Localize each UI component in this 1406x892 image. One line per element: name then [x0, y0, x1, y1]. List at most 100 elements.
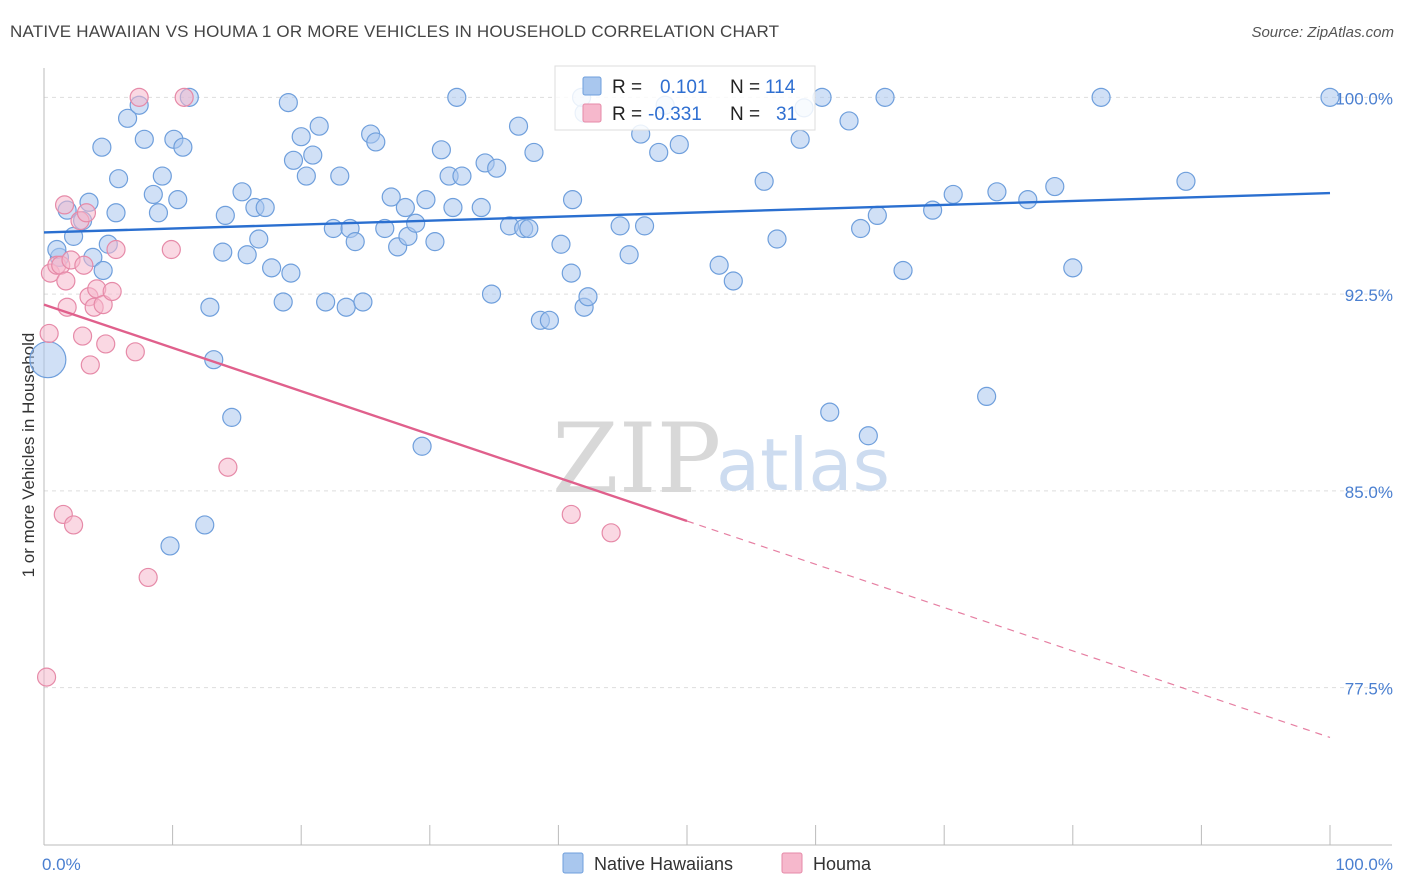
data-point-native-hawaiians-61	[447, 87, 467, 107]
series-legend-label-houma: Houma	[813, 854, 872, 874]
y-tick-label-1: 92.5%	[1345, 286, 1393, 305]
stats-legend: R = 0.101 N = 114 R = -0.331 N = 31	[554, 65, 816, 131]
data-point-houma-1	[39, 323, 59, 344]
data-point-native-hawaiians-80	[610, 216, 630, 236]
data-point-native-hawaiians-0	[29, 341, 67, 379]
data-point-native-hawaiians-92	[851, 218, 871, 239]
data-point-native-hawaiians-19	[168, 190, 188, 210]
data-point-native-hawaiians-45	[345, 232, 365, 252]
data-point-native-hawaiians-10	[106, 203, 126, 223]
data-point-native-hawaiians-102	[1063, 258, 1083, 278]
data-point-houma-0	[36, 667, 57, 687]
data-point-native-hawaiians-94	[867, 205, 887, 225]
data-point-houma-25	[138, 567, 158, 588]
y-tick-label-3: 77.5%	[1345, 680, 1393, 699]
legend-n-value-1: 31	[776, 104, 797, 125]
data-point-native-hawaiians-87	[723, 271, 743, 291]
y-tick-label-2: 85.0%	[1345, 483, 1393, 502]
data-point-native-hawaiians-91	[839, 111, 859, 131]
source-credit: Source: ZipAtlas.com	[1251, 24, 1394, 41]
data-point-native-hawaiians-101	[1045, 176, 1065, 197]
data-point-houma-7	[56, 271, 76, 291]
data-point-native-hawaiians-31	[255, 197, 275, 218]
data-point-native-hawaiians-15	[143, 184, 163, 205]
data-point-native-hawaiians-99	[987, 182, 1007, 202]
data-point-native-hawaiians-113	[875, 87, 895, 107]
series-native-hawaiians	[29, 87, 1340, 556]
data-point-native-hawaiians-58	[431, 140, 451, 160]
y-tick-label-0: 100.0%	[1335, 89, 1393, 108]
data-point-native-hawaiians-38	[303, 145, 323, 165]
data-point-native-hawaiians-43	[336, 297, 356, 317]
y-tick-labels: 100.0% 92.5% 85.0% 77.5%	[1335, 89, 1393, 698]
data-point-native-hawaiians-22	[200, 297, 220, 317]
data-point-native-hawaiians-111	[754, 171, 774, 191]
data-point-native-hawaiians-54	[406, 213, 426, 233]
data-point-native-hawaiians-84	[649, 142, 669, 163]
data-point-native-hawaiians-100	[1018, 190, 1038, 210]
data-point-houma-14	[76, 203, 97, 223]
data-point-native-hawaiians-27	[232, 182, 252, 202]
data-point-native-hawaiians-39	[309, 116, 329, 136]
data-point-native-hawaiians-48	[366, 132, 386, 152]
data-point-native-hawaiians-35	[283, 150, 304, 170]
data-point-houma-27	[174, 87, 194, 107]
data-point-houma-26	[161, 239, 181, 260]
data-point-native-hawaiians-71	[524, 142, 544, 163]
data-point-houma-16	[80, 355, 100, 375]
series-houma	[36, 87, 621, 687]
data-point-native-hawaiians-98	[977, 386, 997, 407]
data-point-houma-13	[74, 255, 94, 275]
data-point-houma-30	[601, 523, 621, 543]
x-tick-label-0: 0.0%	[42, 855, 81, 874]
data-point-native-hawaiians-17	[152, 166, 172, 186]
data-point-native-hawaiians-8	[93, 260, 113, 281]
x-tick-labels: 0.0% 100.0%	[42, 855, 1393, 874]
data-point-native-hawaiians-24	[213, 242, 233, 262]
data-point-native-hawaiians-65	[481, 284, 502, 304]
data-point-houma-19	[93, 294, 113, 315]
data-point-native-hawaiians-62	[452, 166, 472, 186]
data-point-native-hawaiians-25	[215, 205, 235, 225]
data-point-native-hawaiians-16	[148, 203, 169, 223]
data-point-native-hawaiians-40	[316, 292, 336, 312]
data-point-native-hawaiians-36	[291, 127, 311, 147]
data-point-houma-24	[129, 87, 149, 107]
data-point-native-hawaiians-33	[273, 292, 293, 312]
data-point-native-hawaiians-49	[375, 218, 395, 239]
data-point-native-hawaiians-96	[923, 200, 943, 220]
data-point-native-hawaiians-42	[330, 166, 350, 186]
x-tick-label-1: 100.0%	[1335, 855, 1393, 874]
data-point-houma-10	[63, 515, 84, 535]
legend-n-value-0: 114	[765, 77, 796, 98]
data-point-native-hawaiians-85	[669, 134, 689, 155]
legend-r-label-0: R =	[612, 77, 642, 98]
legend-r-value-1: -0.331	[648, 104, 702, 125]
data-point-native-hawaiians-97	[943, 184, 963, 205]
data-point-native-hawaiians-28	[237, 245, 257, 265]
data-point-native-hawaiians-26	[222, 407, 242, 427]
data-point-native-hawaiians-57	[425, 232, 445, 252]
data-point-native-hawaiians-52	[395, 197, 415, 218]
data-point-native-hawaiians-50	[381, 187, 401, 207]
data-point-native-hawaiians-89	[790, 129, 810, 149]
legend-n-label-1: N =	[730, 104, 760, 125]
data-point-houma-12	[72, 326, 93, 346]
data-point-native-hawaiians-108	[195, 515, 215, 535]
axes	[43, 68, 1392, 846]
trend-line-native-hawaiians	[43, 191, 1331, 234]
legend-swatch-houma	[582, 103, 602, 123]
legend-r-label-1: R =	[612, 104, 642, 125]
data-point-native-hawaiians-34	[281, 263, 301, 283]
data-point-native-hawaiians-76	[562, 190, 583, 210]
data-point-native-hawaiians-74	[551, 234, 571, 254]
data-point-native-hawaiians-7	[92, 137, 112, 157]
data-point-native-hawaiians-14	[134, 129, 154, 149]
legend-r-value-0: 0.101	[660, 77, 708, 98]
data-point-houma-22	[106, 239, 126, 260]
data-point-native-hawaiians-32	[262, 258, 282, 278]
data-point-native-hawaiians-83	[634, 216, 655, 236]
data-point-native-hawaiians-20	[173, 137, 193, 157]
trend-lines	[43, 191, 1331, 739]
data-point-houma-23	[125, 342, 145, 362]
